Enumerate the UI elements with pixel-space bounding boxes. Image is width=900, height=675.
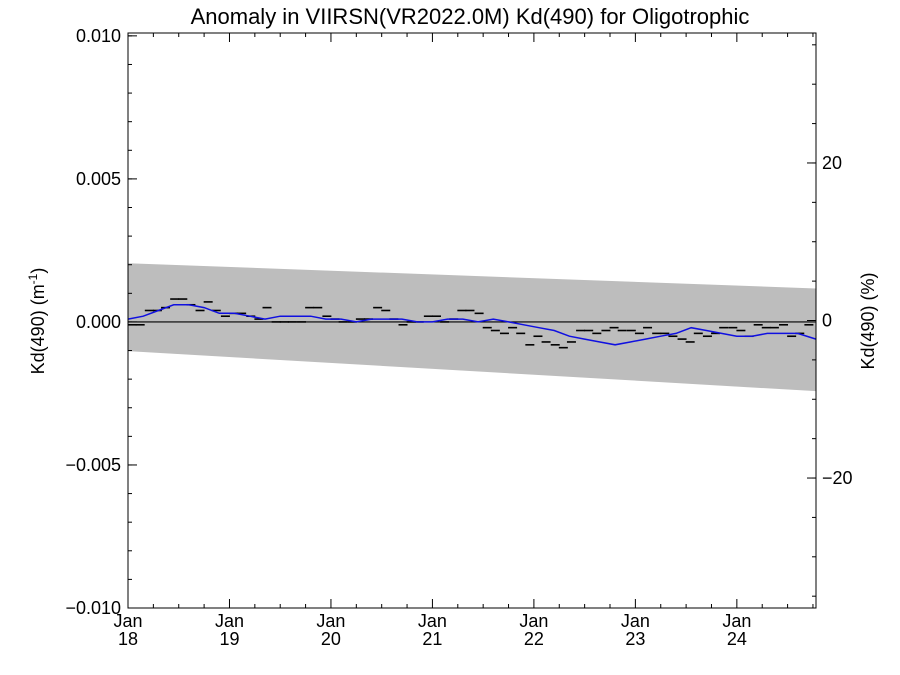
x-tick-month-label: Jan — [316, 611, 345, 631]
x-tick-year-label: 21 — [422, 629, 442, 649]
chart-title: Anomaly in VIIRSN(VR2022.0M) Kd(490) for… — [191, 4, 750, 29]
x-tick-month-label: Jan — [519, 611, 548, 631]
confidence-band-layer — [128, 263, 816, 392]
y-axis-label-right: Kd(490) (%) — [858, 272, 878, 369]
x-tick-year-label: 19 — [219, 629, 239, 649]
y-axis-label-left: Kd(490) (m-1) — [26, 268, 48, 375]
smoothed-line-layer — [127, 304, 817, 346]
y-right-tick-label: 0 — [822, 311, 832, 331]
x-tick-year-label: 24 — [727, 629, 747, 649]
x-tick-month-label: Jan — [418, 611, 447, 631]
smoothed-anomaly-line — [127, 304, 817, 346]
y-tick-label: 0.005 — [76, 169, 121, 189]
y-axis-label-close: ) — [28, 268, 48, 274]
x-tick-month-label: Jan — [722, 611, 751, 631]
y-tick-label: −0.010 — [65, 598, 121, 618]
x-tick-year-label: 22 — [524, 629, 544, 649]
x-tick-month-label: Jan — [113, 611, 142, 631]
x-tick-year-label: 18 — [118, 629, 138, 649]
y-axis-label-superscript: -1 — [26, 273, 40, 284]
confidence-band — [128, 263, 816, 392]
x-tick-year-label: 23 — [625, 629, 645, 649]
y-right-tick-label: 20 — [822, 153, 842, 173]
axes-layer: 0.0100.0050.000−0.005−0.010200−20Jan18Ja… — [65, 26, 852, 649]
y-right-tick-label: −20 — [822, 468, 853, 488]
x-tick-year-label: 20 — [321, 629, 341, 649]
y-tick-label: 0.010 — [76, 26, 121, 46]
x-tick-month-label: Jan — [215, 611, 244, 631]
x-tick-month-label: Jan — [621, 611, 650, 631]
y-axis-label-main: Kd(490) (m — [28, 284, 48, 374]
y-tick-label: −0.005 — [65, 455, 121, 475]
y-tick-label: 0.000 — [76, 312, 121, 332]
